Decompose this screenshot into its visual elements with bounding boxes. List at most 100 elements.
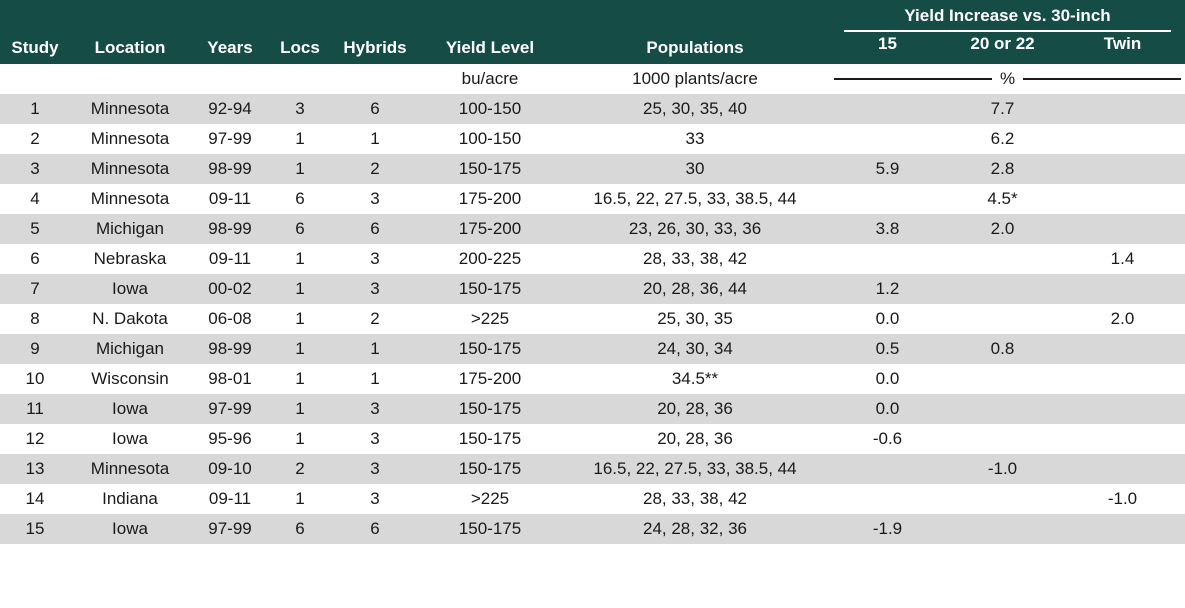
cell-hybrids: 2 [330, 304, 420, 334]
cell-twin [1060, 274, 1185, 304]
cell-locs: 6 [270, 214, 330, 244]
cell-pop: 25, 30, 35 [560, 304, 830, 334]
cell-hybrids: 1 [330, 364, 420, 394]
col-15: 15 [830, 32, 945, 64]
cell-locs: 1 [270, 124, 330, 154]
cell-location: Minnesota [70, 184, 190, 214]
cell-hybrids: 6 [330, 514, 420, 544]
cell-yield: 150-175 [420, 274, 560, 304]
cell-locs: 1 [270, 394, 330, 424]
col-locs: Locs [270, 0, 330, 64]
cell-hybrids: 6 [330, 214, 420, 244]
cell-years: 97-99 [190, 124, 270, 154]
cell-yield: 100-150 [420, 124, 560, 154]
table-row: 14Indiana09-1113>22528, 33, 38, 42-1.0 [0, 484, 1185, 514]
cell-15: -1.9 [830, 514, 945, 544]
cell-twin [1060, 214, 1185, 244]
table-body: bu/acre 1000 plants/acre % 1Minnesota92-… [0, 64, 1185, 544]
pct-label: % [998, 69, 1017, 89]
cell-15 [830, 124, 945, 154]
cell-study: 10 [0, 364, 70, 394]
cell-yield: 150-175 [420, 424, 560, 454]
cell-location: Iowa [70, 394, 190, 424]
cell-twin [1060, 424, 1185, 454]
cell-years: 92-94 [190, 94, 270, 124]
cell-study: 12 [0, 424, 70, 454]
cell-15: 0.5 [830, 334, 945, 364]
cell-location: Nebraska [70, 244, 190, 274]
cell-study: 4 [0, 184, 70, 214]
units-yield: bu/acre [420, 64, 560, 94]
cell-twin [1060, 94, 1185, 124]
cell-yield: 150-175 [420, 514, 560, 544]
table-row: 4Minnesota09-1163175-20016.5, 22, 27.5, … [0, 184, 1185, 214]
spanner-rule [844, 30, 1171, 32]
cell-22 [945, 304, 1060, 334]
units-cell [330, 64, 420, 94]
cell-15: 0.0 [830, 394, 945, 424]
cell-15 [830, 454, 945, 484]
units-cell [270, 64, 330, 94]
cell-years: 95-96 [190, 424, 270, 454]
table-header: Study Location Years Locs Hybrids Yield … [0, 0, 1185, 64]
col-years: Years [190, 0, 270, 64]
table-row: 13Minnesota09-1023150-17516.5, 22, 27.5,… [0, 454, 1185, 484]
cell-years: 09-11 [190, 484, 270, 514]
cell-locs: 1 [270, 274, 330, 304]
cell-locs: 1 [270, 154, 330, 184]
cell-yield: 150-175 [420, 334, 560, 364]
table-row: 15Iowa97-9966150-17524, 28, 32, 36-1.9 [0, 514, 1185, 544]
cell-pop: 25, 30, 35, 40 [560, 94, 830, 124]
col-spanner-yield-increase: Yield Increase vs. 30-inch [830, 0, 1185, 32]
table-row: 11Iowa97-9913150-17520, 28, 360.0 [0, 394, 1185, 424]
units-cell [0, 64, 70, 94]
table-row: 1Minnesota92-9436100-15025, 30, 35, 407.… [0, 94, 1185, 124]
cell-location: N. Dakota [70, 304, 190, 334]
cell-years: 09-11 [190, 184, 270, 214]
cell-locs: 1 [270, 244, 330, 274]
cell-location: Indiana [70, 484, 190, 514]
cell-22: 4.5* [945, 184, 1060, 214]
cell-locs: 1 [270, 334, 330, 364]
cell-locs: 1 [270, 484, 330, 514]
cell-study: 1 [0, 94, 70, 124]
cell-yield: 200-225 [420, 244, 560, 274]
cell-location: Michigan [70, 334, 190, 364]
cell-22: 7.7 [945, 94, 1060, 124]
cell-twin: -1.0 [1060, 484, 1185, 514]
cell-15 [830, 94, 945, 124]
cell-15 [830, 244, 945, 274]
table-row: 12Iowa95-9613150-17520, 28, 36-0.6 [0, 424, 1185, 454]
cell-twin [1060, 124, 1185, 154]
cell-22 [945, 394, 1060, 424]
cell-twin [1060, 184, 1185, 214]
cell-years: 98-01 [190, 364, 270, 394]
cell-15: 0.0 [830, 304, 945, 334]
cell-15: 1.2 [830, 274, 945, 304]
cell-years: 97-99 [190, 514, 270, 544]
cell-hybrids: 3 [330, 424, 420, 454]
cell-22: 6.2 [945, 124, 1060, 154]
cell-hybrids: 1 [330, 124, 420, 154]
cell-yield: 150-175 [420, 394, 560, 424]
pct-spanner: % [834, 69, 1181, 89]
cell-location: Minnesota [70, 94, 190, 124]
cell-twin: 1.4 [1060, 244, 1185, 274]
cell-study: 8 [0, 304, 70, 334]
cell-pop: 28, 33, 38, 42 [560, 484, 830, 514]
cell-study: 9 [0, 334, 70, 364]
cell-twin [1060, 514, 1185, 544]
cell-study: 13 [0, 454, 70, 484]
cell-years: 06-08 [190, 304, 270, 334]
col-populations: Populations [560, 0, 830, 64]
cell-location: Wisconsin [70, 364, 190, 394]
cell-pop: 28, 33, 38, 42 [560, 244, 830, 274]
cell-years: 97-99 [190, 394, 270, 424]
cell-years: 98-99 [190, 334, 270, 364]
cell-hybrids: 3 [330, 394, 420, 424]
cell-yield: 175-200 [420, 214, 560, 244]
cell-study: 6 [0, 244, 70, 274]
cell-hybrids: 6 [330, 94, 420, 124]
cell-locs: 1 [270, 424, 330, 454]
cell-locs: 1 [270, 304, 330, 334]
